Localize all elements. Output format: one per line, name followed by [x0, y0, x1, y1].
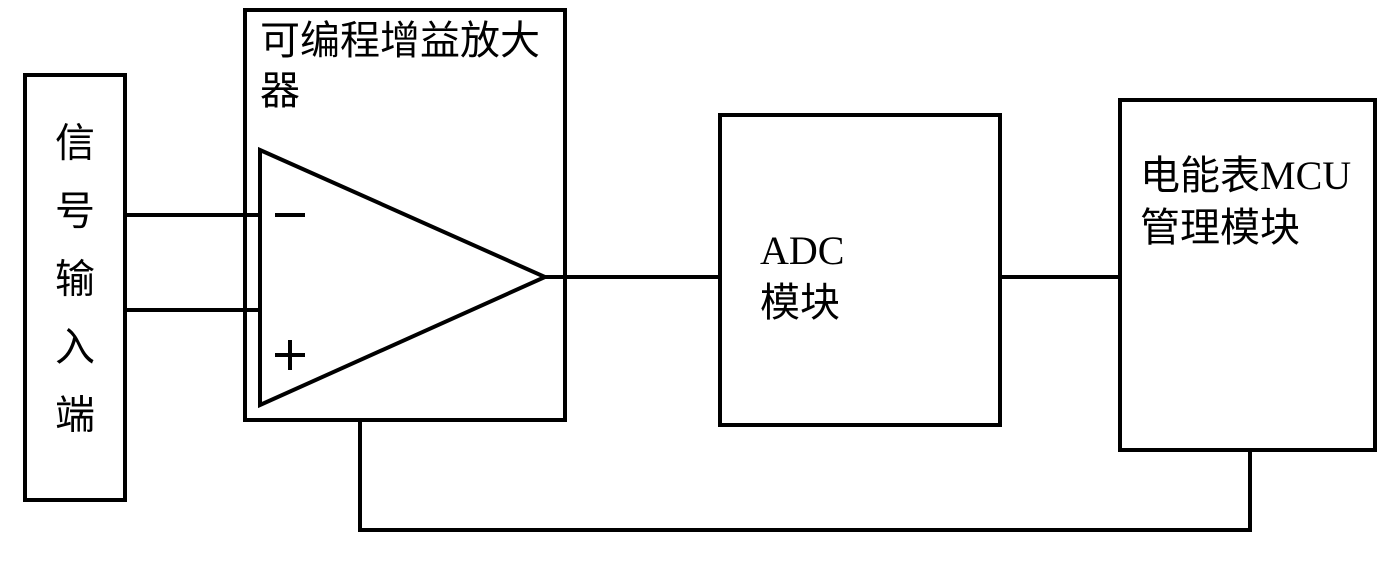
svg-text:号: 号 — [55, 188, 95, 233]
svg-text:器: 器 — [260, 68, 300, 113]
svg-text:ADC: ADC — [760, 228, 844, 273]
svg-text:信: 信 — [55, 120, 95, 165]
svg-text:端: 端 — [55, 392, 95, 437]
svg-text:入: 入 — [55, 324, 95, 369]
svg-text:输: 输 — [55, 256, 95, 301]
node-signal_input: 信号输入端 — [25, 75, 125, 500]
svg-text:模块: 模块 — [760, 280, 840, 325]
edge-feedback — [360, 420, 1250, 530]
svg-text:电能表MCU: 电能表MCU — [1140, 153, 1351, 198]
svg-text:管理模块: 管理模块 — [1140, 205, 1300, 250]
svg-text:可编程增益放大: 可编程增益放大 — [260, 18, 540, 63]
opamp-triangle — [260, 150, 545, 405]
